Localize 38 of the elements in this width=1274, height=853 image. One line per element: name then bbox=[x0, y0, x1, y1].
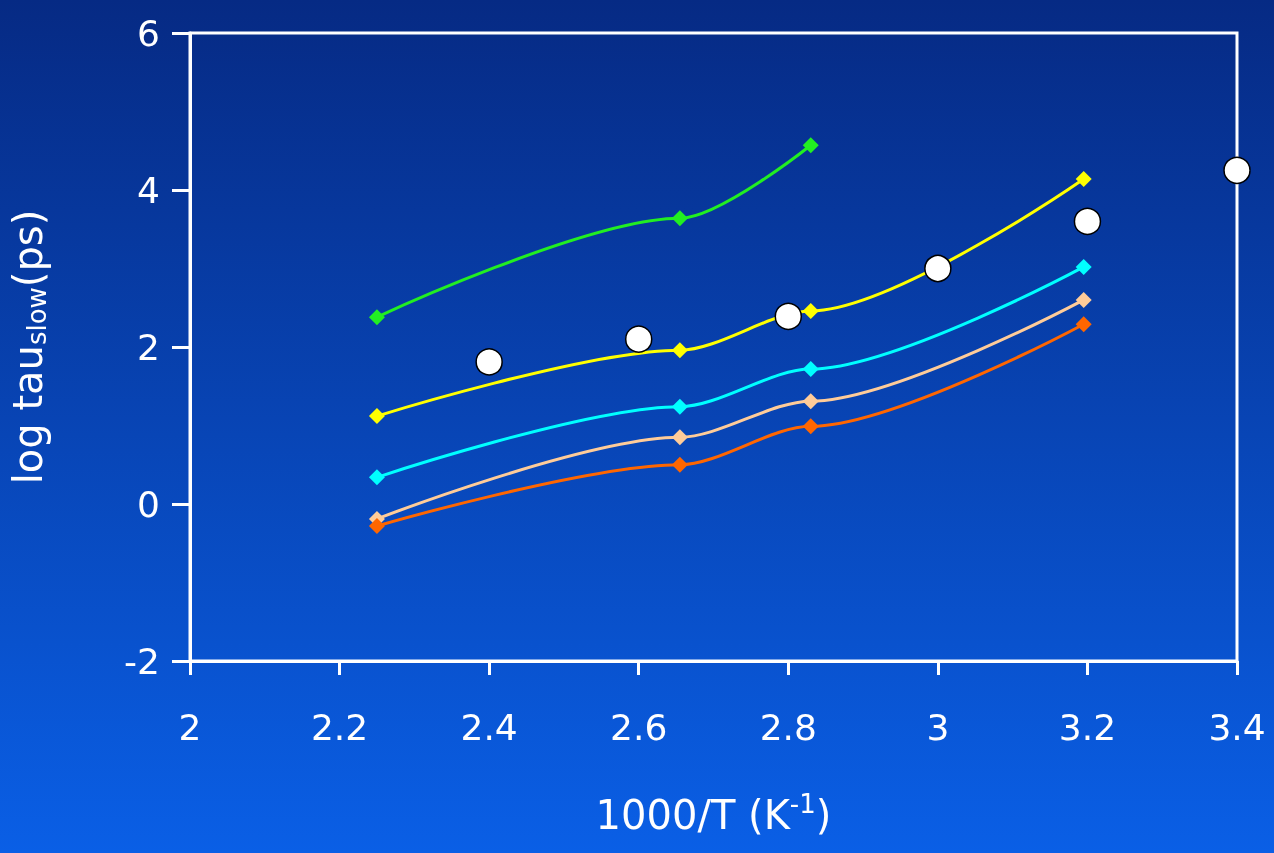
point bbox=[1075, 291, 1092, 308]
point bbox=[924, 254, 952, 283]
point bbox=[802, 418, 819, 435]
x-tick-label: 2.2 bbox=[310, 706, 369, 748]
point bbox=[624, 325, 653, 353]
y-tick-label: 0 bbox=[137, 483, 160, 525]
x-tick-label: 3.2 bbox=[1058, 706, 1117, 748]
point bbox=[671, 210, 688, 227]
point bbox=[802, 360, 819, 377]
y-tick-label: 2 bbox=[137, 326, 160, 368]
x-tick-label: 2.6 bbox=[610, 706, 668, 748]
point bbox=[368, 309, 385, 326]
point bbox=[1075, 316, 1092, 333]
x-tick-label: 2 bbox=[178, 706, 202, 748]
point bbox=[774, 302, 803, 331]
point bbox=[1073, 207, 1102, 236]
x-tick-label: 2.8 bbox=[759, 706, 817, 748]
y-tick-label: 6 bbox=[137, 12, 160, 54]
point bbox=[475, 348, 503, 376]
y-tick-label: 4 bbox=[137, 169, 160, 211]
point bbox=[671, 398, 688, 415]
point bbox=[1075, 171, 1092, 188]
point bbox=[671, 429, 688, 446]
x-tick-label: 3 bbox=[926, 706, 950, 748]
point bbox=[1223, 156, 1251, 185]
point bbox=[671, 342, 688, 359]
x-tick-label: 3.4 bbox=[1208, 706, 1266, 748]
point bbox=[802, 137, 819, 154]
point bbox=[671, 456, 688, 473]
y-axis-title: log tauslow(ps) bbox=[5, 209, 52, 485]
point bbox=[368, 517, 385, 534]
point bbox=[368, 469, 385, 486]
point bbox=[802, 302, 819, 319]
y-tick-label: -2 bbox=[124, 640, 160, 682]
point bbox=[802, 393, 819, 410]
x-tick-label: 2.4 bbox=[460, 706, 518, 748]
point bbox=[1075, 258, 1092, 275]
point bbox=[368, 408, 385, 425]
